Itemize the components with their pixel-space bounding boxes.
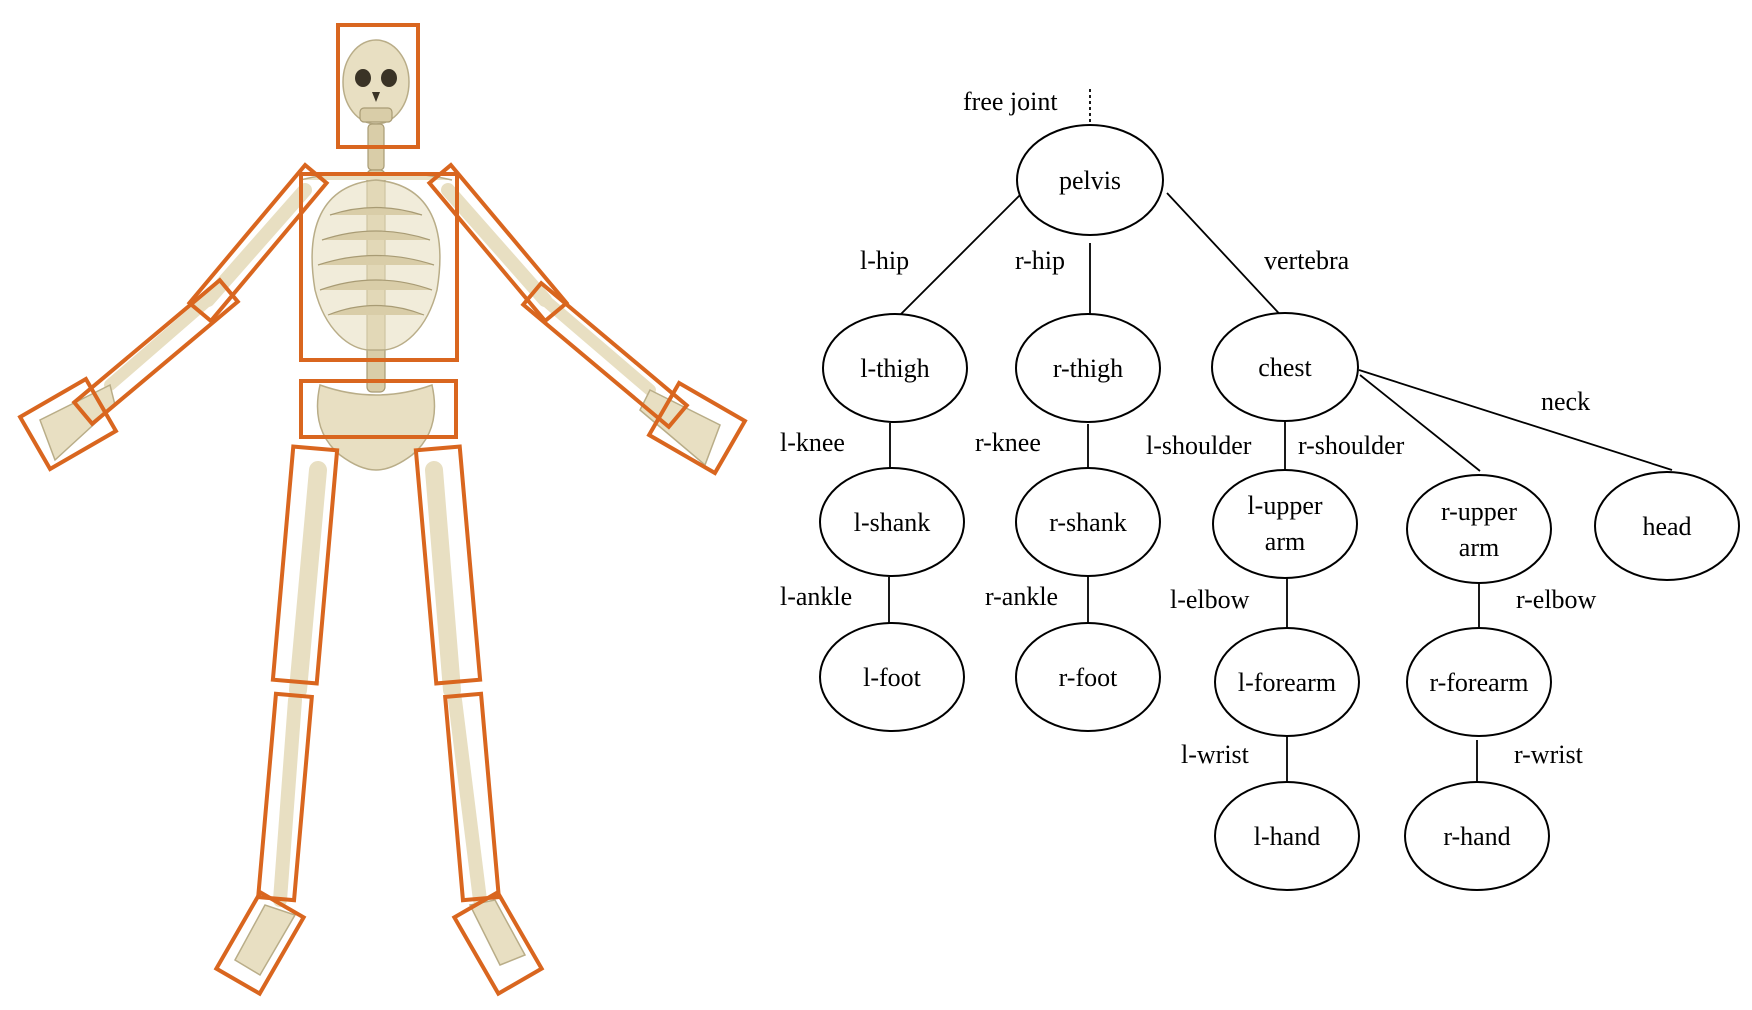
joint-label-l-shoulder: l-shoulder — [1146, 431, 1252, 460]
right-upper-arm-box — [426, 162, 570, 324]
joint-label-vertebra: vertebra — [1264, 246, 1350, 275]
node-l-thigh: l-thigh — [822, 313, 968, 423]
right-arm-image — [441, 183, 721, 467]
joint-label-r-wrist: r-wrist — [1514, 740, 1584, 769]
head-segment-box — [336, 23, 420, 149]
node-r-thigh: r-thigh — [1015, 313, 1161, 423]
svg-text:r-shank: r-shank — [1049, 508, 1126, 537]
node-r-upper-arm: r-upper arm — [1406, 474, 1552, 584]
joint-label-neck: neck — [1541, 387, 1590, 416]
svg-text:l-shank: l-shank — [854, 508, 931, 537]
segment-boxes — [17, 23, 748, 997]
svg-text:head: head — [1642, 512, 1691, 541]
joint-label-l-hip: l-hip — [860, 246, 909, 275]
right-hand-box — [646, 380, 748, 476]
svg-text:l-hand: l-hand — [1254, 822, 1320, 851]
joint-label-r-hip: r-hip — [1015, 246, 1065, 275]
svg-text:l-foot: l-foot — [863, 663, 922, 692]
left-upper-arm-box — [186, 162, 330, 324]
pelvis-segment-box — [299, 379, 458, 439]
left-hand-box — [17, 376, 119, 472]
joint-label-r-knee: r-knee — [975, 428, 1041, 457]
right-foot-box — [451, 889, 545, 997]
left-leg-image — [233, 461, 327, 977]
left-shank-box — [256, 691, 314, 903]
node-r-hand: r-hand — [1404, 781, 1550, 891]
svg-text:r-foot: r-foot — [1059, 663, 1118, 692]
svg-text:pelvis: pelvis — [1059, 166, 1121, 195]
svg-text:l-forearm: l-forearm — [1238, 668, 1336, 697]
svg-text:r-hand: r-hand — [1443, 822, 1510, 851]
chest-segment-box — [299, 172, 459, 362]
left-forearm-box — [71, 277, 241, 427]
edge-l-hip — [889, 194, 1021, 326]
right-shank-box — [443, 691, 501, 903]
svg-text:r-thigh: r-thigh — [1053, 354, 1123, 383]
kinematic-tree: pelvis l-thigh r-thigh chest l-shank r-s… — [780, 87, 1740, 891]
left-arm-image — [39, 183, 312, 462]
joint-label-r-shoulder: r-shoulder — [1298, 431, 1405, 460]
joint-label-l-wrist: l-wrist — [1181, 740, 1250, 769]
edge-neck — [1358, 369, 1673, 471]
right-forearm-box — [520, 280, 690, 430]
joint-label-l-knee: l-knee — [780, 428, 845, 457]
node-l-shank: l-shank — [819, 467, 965, 577]
joint-label-r-ankle: r-ankle — [985, 582, 1058, 611]
svg-text:l-upper: l-upper — [1247, 491, 1322, 520]
edge-chest-r-upper-arm — [1359, 374, 1481, 472]
joint-label-l-ankle: l-ankle — [780, 582, 852, 611]
joint-label-l-elbow: l-elbow — [1170, 585, 1250, 614]
node-r-forearm: r-forearm — [1406, 627, 1552, 737]
node-l-forearm: l-forearm — [1214, 627, 1360, 737]
node-l-foot: l-foot — [819, 622, 965, 732]
ribcage-image — [311, 179, 441, 351]
skeleton-illustration — [17, 23, 748, 997]
edge-vertebra — [1166, 192, 1288, 323]
node-l-hand: l-hand — [1214, 781, 1360, 891]
svg-text:chest: chest — [1258, 353, 1312, 382]
right-leg-image — [425, 461, 527, 966]
node-r-foot: r-foot — [1015, 622, 1161, 732]
skull-image — [342, 39, 410, 125]
svg-text:l-thigh: l-thigh — [860, 354, 929, 383]
svg-text:r-upper: r-upper — [1441, 497, 1517, 526]
node-head: head — [1594, 471, 1740, 581]
svg-text:arm: arm — [1459, 533, 1499, 562]
node-r-shank: r-shank — [1015, 467, 1161, 577]
svg-text:r-forearm: r-forearm — [1429, 668, 1528, 697]
left-foot-box — [213, 889, 307, 997]
joint-label-r-elbow: r-elbow — [1516, 585, 1597, 614]
node-l-upper-arm: l-upper arm — [1212, 469, 1358, 579]
svg-text:arm: arm — [1265, 527, 1305, 556]
node-pelvis: pelvis — [1016, 124, 1164, 236]
left-thigh-box — [270, 444, 340, 686]
free-joint-label: free joint — [963, 87, 1058, 116]
node-chest: chest — [1211, 312, 1359, 422]
right-thigh-box — [413, 444, 483, 686]
